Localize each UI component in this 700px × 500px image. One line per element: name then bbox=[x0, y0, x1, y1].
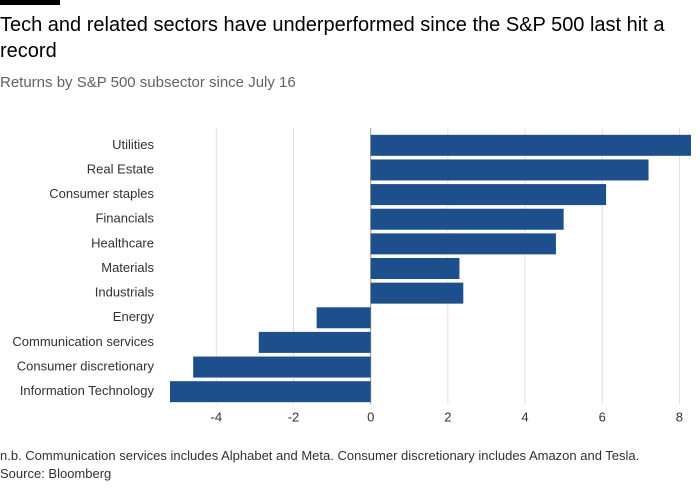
x-tick-label: 4 bbox=[521, 409, 528, 424]
x-tick-label: -4 bbox=[211, 409, 223, 424]
bar bbox=[370, 159, 649, 181]
x-tick-label: 0 bbox=[367, 409, 374, 424]
y-tick-label: Information Technology bbox=[20, 383, 155, 398]
bar bbox=[316, 307, 371, 329]
y-tick-label: Energy bbox=[113, 309, 155, 324]
x-tick-label: -2 bbox=[288, 409, 300, 424]
bar bbox=[370, 233, 556, 255]
chart-title: Tech and related sectors have underperfo… bbox=[0, 14, 665, 62]
bar bbox=[370, 282, 464, 304]
bar bbox=[170, 381, 371, 403]
y-tick-label: Healthcare bbox=[91, 235, 154, 250]
x-tick-label: 6 bbox=[599, 409, 606, 424]
chart-subtitle: Returns by S&P 500 subsector since July … bbox=[0, 74, 296, 91]
y-tick-label: Financials bbox=[95, 211, 154, 226]
bar bbox=[258, 331, 371, 353]
y-tick-label: Consumer staples bbox=[49, 186, 154, 201]
y-tick-label: Communication services bbox=[12, 334, 154, 349]
bar bbox=[370, 134, 691, 156]
y-tick-label: Consumer discretionary bbox=[17, 358, 155, 373]
brand-bar bbox=[0, 0, 60, 5]
footnote: n.b. Communication services includes Alp… bbox=[0, 448, 640, 463]
source: Source: Bloomberg bbox=[0, 466, 112, 481]
bar bbox=[370, 208, 564, 230]
x-tick-label: 2 bbox=[444, 409, 451, 424]
bar bbox=[193, 356, 371, 378]
y-tick-label: Utilities bbox=[112, 137, 154, 152]
chart: -4 -2 0 2 4 6 8 Utilities Real Estate Consumer st… bbox=[12, 128, 691, 424]
x-tick-label: 8 bbox=[676, 409, 683, 424]
y-tick-label: Materials bbox=[101, 260, 154, 275]
bar bbox=[370, 184, 607, 206]
y-tick-label: Industrials bbox=[95, 285, 155, 300]
y-tick-label: Real Estate bbox=[87, 161, 154, 176]
bar bbox=[370, 258, 460, 279]
